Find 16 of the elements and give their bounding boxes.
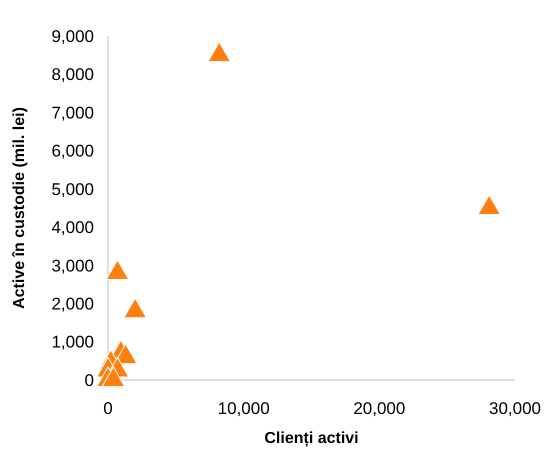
y-tick-label: 7,000: [51, 103, 94, 122]
y-tick-label: 9,000: [51, 26, 94, 46]
y-tick-label: 3,000: [51, 256, 94, 276]
y-tick-label: 5,000: [51, 180, 94, 199]
y-tick-label: 4,000: [51, 218, 94, 238]
y-tick-label: 8,000: [51, 65, 94, 84]
x-tick-label: 20,000: [353, 399, 406, 418]
y-tick-label: 6,000: [51, 142, 94, 161]
y-tick-label: 1,000: [51, 332, 94, 352]
y-tick-label: 2,000: [51, 294, 94, 314]
x-axis-title: Clienți activi: [264, 430, 359, 447]
x-tick-label: 0: [103, 399, 113, 418]
x-tick-label: 30,000: [489, 399, 541, 418]
y-axis-title: Active în custodie (mil. lei): [11, 107, 28, 309]
y-tick-label: 0: [84, 370, 94, 390]
x-tick-label: 10,000: [218, 399, 270, 418]
